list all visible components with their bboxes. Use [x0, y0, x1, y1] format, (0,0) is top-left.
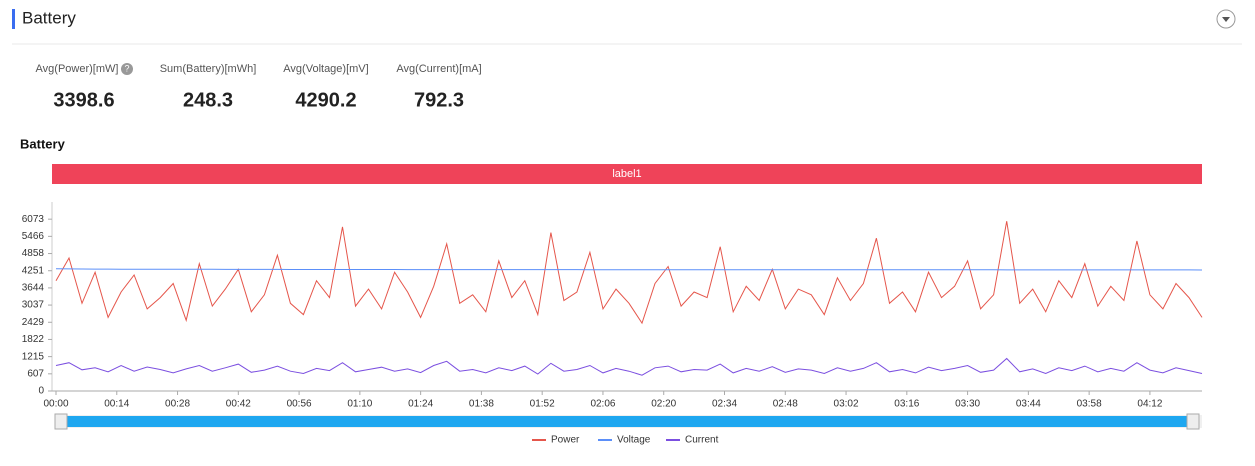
collapse-icon: [1222, 17, 1230, 22]
x-tick-label: 02:34: [712, 399, 737, 410]
help-icon: [121, 63, 133, 75]
stat-value: 248.3: [183, 89, 233, 111]
y-tick-label: 0: [38, 386, 44, 397]
x-tick-label: 01:10: [347, 399, 372, 410]
x-tick-label: 01:38: [469, 399, 494, 410]
x-tick-label: 02:48: [773, 399, 798, 410]
series-line: [55, 357, 1203, 376]
x-tick-label: 00:42: [226, 399, 251, 410]
x-tick-label: 02:20: [651, 399, 676, 410]
y-tick-label: 4858: [22, 248, 45, 259]
x-tick-label: 01:52: [530, 399, 555, 410]
y-tick-label: 4251: [22, 265, 45, 276]
y-tick-label: 1215: [22, 351, 45, 362]
x-tick-label: 04:12: [1137, 399, 1162, 410]
x-tick-label: 01:24: [408, 399, 433, 410]
x-tick-label: 03:02: [834, 399, 859, 410]
y-tick-label: 3037: [22, 300, 45, 311]
x-tick-label: 03:58: [1077, 399, 1102, 410]
legend-label: Voltage: [617, 435, 651, 446]
y-tick-label: 607: [27, 368, 44, 379]
x-tick-label: 03:30: [955, 399, 980, 410]
stats: Avg(Power)[mW] 3398.6 Sum(Battery)[mWh] 248…: [36, 63, 482, 111]
x-tick-label: 00:00: [43, 399, 68, 410]
title-accent: [12, 9, 15, 29]
label-band: [52, 164, 1202, 184]
series-line: [55, 221, 1203, 325]
band-label: label1: [612, 168, 641, 180]
chart-title: Battery: [20, 136, 66, 151]
stat-label: Sum(Battery)[mWh]: [160, 63, 257, 75]
page-title: Battery: [22, 8, 76, 27]
legend-label: Current: [685, 435, 719, 446]
stat-label: Avg(Voltage)[mV]: [283, 63, 368, 75]
x-tick-label: 02:06: [590, 399, 615, 410]
stat-label: Avg(Current)[mA]: [396, 63, 481, 75]
stat-value: 4290.2: [295, 89, 356, 111]
y-tick-label: 2429: [22, 317, 45, 328]
x-tick-label: 00:28: [165, 399, 190, 410]
stat-label: Avg(Power)[mW]: [36, 63, 119, 75]
slider-range[interactable]: [62, 416, 1190, 427]
x-tick-label: 00:56: [287, 399, 312, 410]
slider-handle[interactable]: [1186, 413, 1200, 430]
help-glyph: ?: [124, 63, 129, 73]
chart: 0 607 1215 1822 2429 3037 3644 4251 4858 5466 6073…: [22, 202, 1203, 410]
series-line: [55, 268, 1203, 271]
legend-label: Power: [551, 435, 580, 446]
slider-handle[interactable]: [54, 413, 68, 430]
x-tick-label: 03:44: [1016, 399, 1041, 410]
x-tick-label: 00:14: [104, 399, 129, 410]
stat-value: 792.3: [414, 89, 464, 111]
y-tick-label: 5466: [22, 231, 45, 242]
x-tick-label: 03:16: [894, 399, 919, 410]
y-tick-label: 1822: [22, 334, 45, 345]
stat-value: 3398.6: [53, 89, 114, 111]
legend: Power Voltage Current: [532, 435, 719, 446]
y-tick-label: 6073: [22, 214, 45, 225]
y-tick-label: 3644: [22, 283, 45, 294]
